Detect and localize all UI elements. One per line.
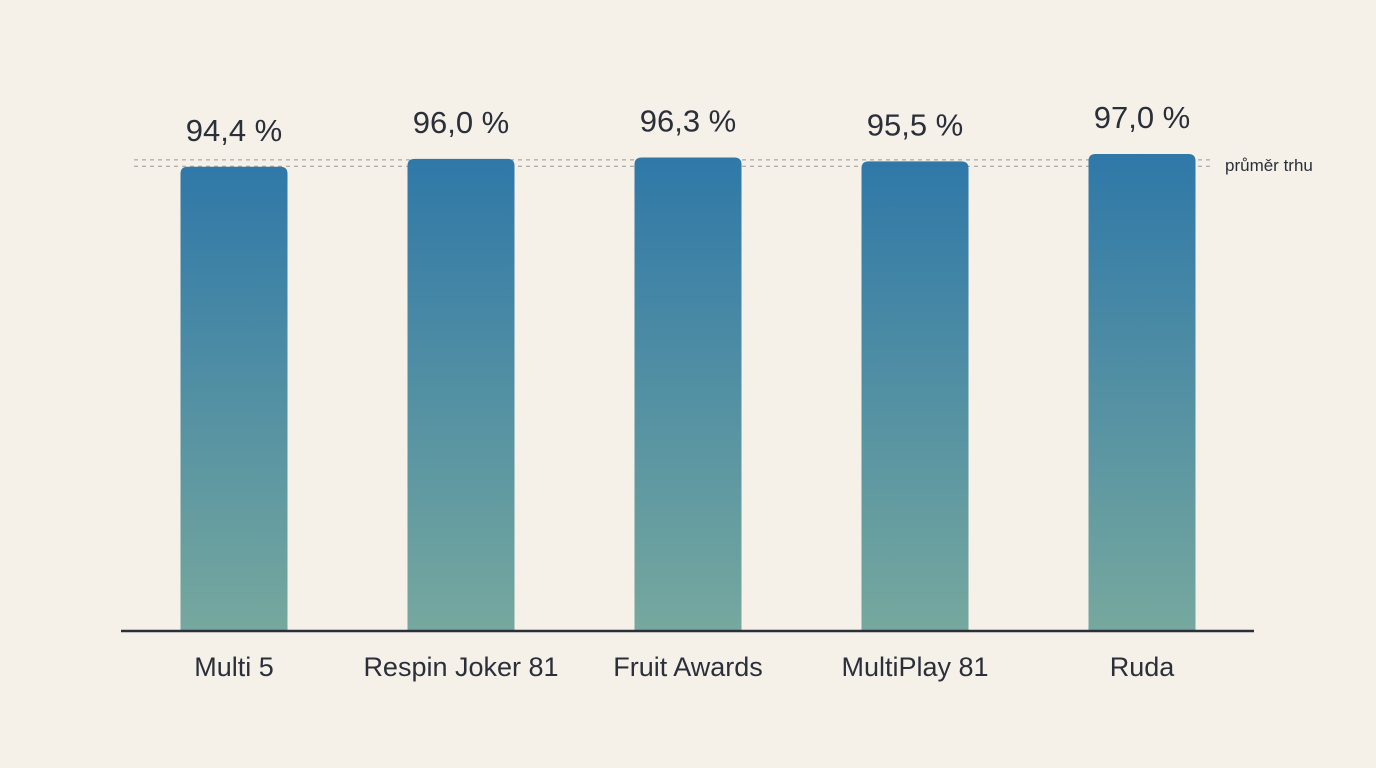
category-label-3: MultiPlay 81 bbox=[841, 652, 988, 682]
bar-2 bbox=[634, 157, 742, 631]
value-label-4: 97,0 % bbox=[1094, 100, 1191, 135]
category-label-4: Ruda bbox=[1110, 652, 1176, 682]
bar-3 bbox=[861, 161, 969, 631]
value-label-1: 96,0 % bbox=[413, 105, 510, 140]
category-label-1: Respin Joker 81 bbox=[363, 652, 558, 682]
category-label-2: Fruit Awards bbox=[613, 652, 763, 682]
labels-group: 94,4 % Multi 5 96,0 % Respin Joker 81 96,3 %… bbox=[186, 100, 1191, 682]
bar-4 bbox=[1088, 154, 1196, 631]
bar-0 bbox=[180, 166, 288, 631]
bars-group bbox=[180, 154, 1196, 631]
value-label-0: 94,4 % bbox=[186, 113, 283, 148]
value-label-2: 96,3 % bbox=[640, 103, 737, 138]
reference-label: průměr trhu bbox=[1225, 156, 1313, 175]
value-label-3: 95,5 % bbox=[867, 107, 964, 142]
bar-1 bbox=[407, 158, 515, 631]
category-label-0: Multi 5 bbox=[194, 652, 274, 682]
